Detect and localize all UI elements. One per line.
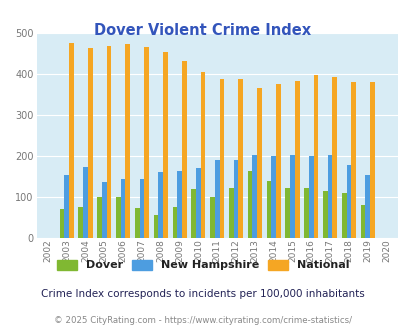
- Text: Dover Violent Crime Index: Dover Violent Crime Index: [94, 23, 311, 38]
- Bar: [308, 156, 313, 238]
- Bar: [191, 189, 196, 238]
- Bar: [102, 182, 107, 238]
- Bar: [181, 61, 186, 238]
- Bar: [346, 165, 350, 238]
- Bar: [83, 167, 87, 238]
- Bar: [158, 172, 163, 238]
- Bar: [322, 190, 327, 238]
- Bar: [219, 79, 224, 238]
- Bar: [163, 52, 167, 238]
- Bar: [177, 171, 181, 238]
- Bar: [214, 160, 219, 238]
- Bar: [275, 84, 280, 238]
- Bar: [252, 154, 257, 238]
- Bar: [285, 188, 290, 238]
- Bar: [139, 180, 144, 238]
- Bar: [360, 205, 364, 238]
- Bar: [172, 207, 177, 238]
- Bar: [200, 72, 205, 238]
- Bar: [247, 171, 252, 238]
- Bar: [364, 175, 369, 238]
- Bar: [87, 48, 92, 238]
- Bar: [107, 46, 111, 238]
- Bar: [257, 88, 261, 238]
- Bar: [303, 188, 308, 238]
- Bar: [294, 81, 299, 238]
- Bar: [144, 47, 149, 238]
- Text: Crime Index corresponds to incidents per 100,000 inhabitants: Crime Index corresponds to incidents per…: [41, 289, 364, 299]
- Bar: [153, 215, 158, 238]
- Bar: [350, 82, 355, 238]
- Legend: Dover, New Hampshire, National: Dover, New Hampshire, National: [57, 260, 348, 270]
- Bar: [332, 77, 337, 238]
- Bar: [238, 79, 243, 238]
- Bar: [341, 193, 346, 238]
- Bar: [64, 176, 69, 238]
- Bar: [196, 168, 200, 238]
- Bar: [69, 43, 74, 238]
- Bar: [97, 197, 102, 238]
- Bar: [327, 154, 332, 238]
- Bar: [233, 160, 238, 238]
- Text: © 2025 CityRating.com - https://www.cityrating.com/crime-statistics/: © 2025 CityRating.com - https://www.city…: [54, 316, 351, 325]
- Bar: [120, 180, 125, 238]
- Bar: [266, 181, 271, 238]
- Bar: [134, 208, 139, 238]
- Bar: [369, 82, 374, 238]
- Bar: [228, 188, 233, 238]
- Bar: [313, 75, 318, 238]
- Bar: [290, 154, 294, 238]
- Bar: [78, 207, 83, 238]
- Bar: [116, 197, 120, 238]
- Bar: [210, 197, 214, 238]
- Bar: [60, 209, 64, 238]
- Bar: [125, 45, 130, 238]
- Bar: [271, 156, 275, 238]
